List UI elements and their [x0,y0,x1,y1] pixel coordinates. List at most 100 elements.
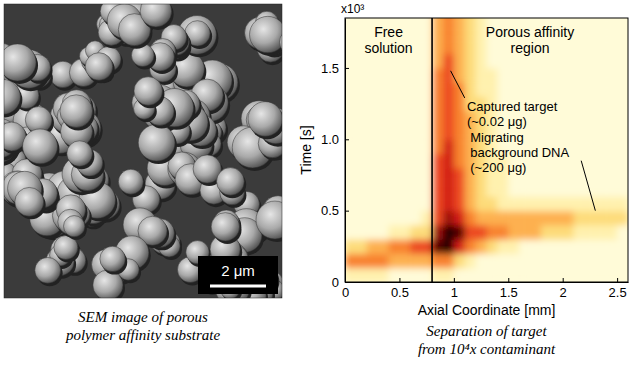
heatmap-cell [487,39,498,54]
sem-particle [60,95,93,128]
heatmap-cell [563,211,574,226]
heatmap-cell [552,182,563,197]
heatmap-cell [367,111,378,126]
heatmap-cell [399,253,410,268]
heatmap-cell [421,168,432,183]
heatmap-cell [367,154,378,169]
heatmap-cell [617,268,628,282]
heatmap-cell [378,139,389,154]
heatmap-cell [367,211,378,226]
heatmap-cell [508,268,519,282]
leader-line [451,71,465,98]
heatmap-cell [465,18,476,26]
heatmap-cell [606,68,617,83]
heatmap-cell [345,25,356,40]
heatmap-cell [410,268,421,282]
heatmap-cell [574,225,585,240]
sem-particle [64,216,85,237]
heatmap-cell [378,239,389,254]
tick-mark [345,68,349,69]
heatmap-cell [584,68,595,83]
heatmap-cell [389,68,400,83]
heatmap-cell [606,96,617,111]
heatmap-cell [487,196,498,211]
heatmap-cell [519,239,530,254]
heatmap-cell [584,18,595,26]
heatmap-cell [389,239,400,254]
heatmap-cell [563,54,574,69]
heatmap-cell [563,225,574,240]
heatmap-cell [584,154,595,169]
heatmap-cell [389,96,400,111]
heatmap-cell [584,182,595,197]
tick-mark [563,278,564,282]
heatmap-cell [356,168,367,183]
heatmap-cell [443,111,454,126]
heatmap-cell [508,253,519,268]
heatmap-cell [574,18,585,26]
heatmap-cell [552,68,563,83]
heatmap-cell [617,25,628,40]
heatmap-cell [454,18,465,26]
heatmap-cell [574,168,585,183]
heatmap-cell [421,225,432,240]
heatmap-cell [595,168,606,183]
heatmap-cell [497,211,508,226]
heatmap-cell [356,225,367,240]
heatmap-cell [595,18,606,26]
heatmap-cell [595,82,606,97]
heatmap-cell [465,182,476,197]
heatmap-cell [454,39,465,54]
heatmap-cell [552,82,563,97]
sem-particle [100,246,125,271]
heatmap-cell [497,253,508,268]
heatmap-cell [617,82,628,97]
annotation: Freesolution [364,24,412,56]
sem-particle [256,201,282,239]
heatmap-cell [443,139,454,154]
text-line: (~0.02 μg) [467,114,527,129]
annotation: Captured target(~0.02 μg) [467,99,558,129]
heatmap-cell [356,139,367,154]
heatmap-cell [432,154,443,169]
heatmap-cell [443,239,454,254]
heatmap-cell [595,268,606,282]
heatmap-cell [584,125,595,140]
heatmap-cell [465,268,476,282]
boundary-line [431,18,433,282]
tick: 2 [560,278,567,300]
heatmap-cell [606,253,617,268]
heatmap-cell [454,25,465,40]
heatmap-cell [574,139,585,154]
heatmap-cell [497,54,508,69]
heatmap-cell [584,54,595,69]
heatmap-cell [432,18,443,26]
heatmap-cell [356,253,367,268]
heatmap-cell [552,253,563,268]
heatmap-cell [356,82,367,97]
heatmap-cell [497,182,508,197]
heatmap-cell [443,225,454,240]
text-line: Migrating [470,130,523,145]
heatmap-cell [617,96,628,111]
heatmap-cell [487,239,498,254]
heatmap-cell [345,253,356,268]
heatmap-cell [443,253,454,268]
heatmap-cell [356,125,367,140]
sem-cluster [107,4,173,49]
heatmap-cell [443,168,454,183]
heatmap-cell [454,125,465,140]
heatmap-cell [399,268,410,282]
sem-cluster [227,102,282,171]
heatmap-cell [584,96,595,111]
sem-cluster [56,195,92,240]
heatmap-cell [378,196,389,211]
heatmap-cell [367,168,378,183]
heatmap-cell [519,253,530,268]
heatmap-cell [519,54,530,69]
heatmap-cell [584,239,595,254]
heatmap-cell [497,68,508,83]
heatmap-cell [378,268,389,282]
heatmap-cell [443,39,454,54]
heatmap-cell [530,253,541,268]
